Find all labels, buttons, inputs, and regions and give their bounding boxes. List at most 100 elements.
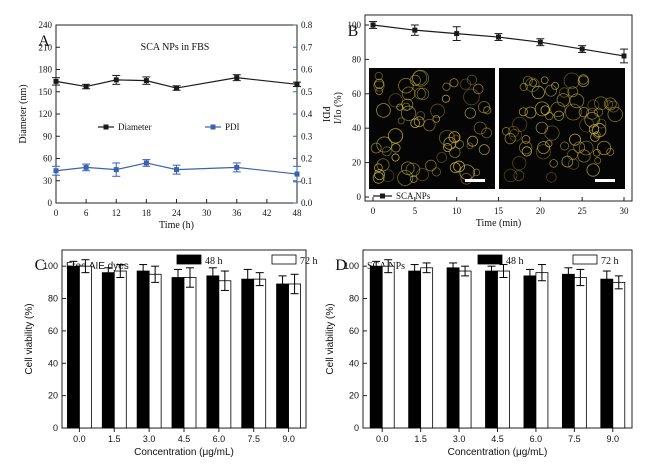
micrograph-cell bbox=[512, 116, 528, 132]
panel-c-xtick-label: 9.0 bbox=[282, 434, 295, 444]
panel-a-xtick-label: 6 bbox=[84, 208, 89, 218]
micrograph-cell bbox=[374, 71, 383, 81]
micrograph-cell bbox=[509, 128, 522, 142]
micrograph-cell bbox=[416, 168, 429, 182]
panel-b-point bbox=[496, 34, 501, 40]
panel-d-ytick-label: 40 bbox=[349, 358, 359, 368]
panel-b-xtick-label: 10 bbox=[452, 206, 462, 216]
micrograph-cell bbox=[396, 103, 404, 111]
panel-b-legend-label: SCA NPs bbox=[396, 191, 431, 201]
panel-b-letter: B bbox=[348, 23, 359, 40]
panel-d-bar-72h bbox=[573, 277, 587, 429]
micrograph-cell bbox=[449, 146, 461, 159]
micrograph-scale-bar bbox=[465, 179, 485, 182]
panel-c-ytick-label: 0 bbox=[53, 423, 58, 433]
micrograph-image-2 bbox=[499, 68, 625, 189]
panel-c-bar-48h bbox=[276, 283, 289, 429]
micrograph-cell bbox=[381, 169, 395, 183]
panel-c-ytick-label: 100 bbox=[43, 261, 58, 271]
micrograph-cell bbox=[579, 117, 595, 133]
panel-b-xlabel: Time (min) bbox=[476, 218, 521, 229]
panel-a-point bbox=[234, 75, 240, 81]
panel-b-ytick-label: 60 bbox=[352, 89, 362, 99]
panel-a-legend-label: Diameter bbox=[118, 122, 151, 132]
panel-c-ytick-label: 20 bbox=[48, 391, 58, 401]
panel-a-xtick-label: 30 bbox=[202, 208, 212, 218]
micrograph-cell bbox=[584, 112, 600, 128]
micrograph-scale-bar bbox=[595, 179, 615, 182]
panel-a-xtick-label: 12 bbox=[112, 208, 121, 218]
panel-a-xtick-label: 36 bbox=[232, 208, 242, 218]
panel-b-ylabel: I/Io (%) bbox=[333, 92, 344, 124]
panel-d-bar-48h bbox=[369, 265, 383, 429]
micrograph-cell bbox=[519, 141, 533, 155]
panel-d-xtick-label: 1.5 bbox=[414, 434, 427, 444]
micrograph-cell bbox=[460, 172, 473, 185]
micrograph-cell bbox=[376, 103, 391, 118]
micrograph-cell bbox=[504, 132, 516, 145]
micrograph-cell bbox=[453, 160, 465, 173]
panel-a-point bbox=[143, 160, 149, 166]
micrograph-cell bbox=[563, 72, 581, 89]
micrograph-cell bbox=[507, 125, 520, 138]
micrograph-cell bbox=[373, 80, 385, 92]
micrograph-cell bbox=[397, 117, 405, 125]
panel-d-bar-72h bbox=[381, 265, 395, 429]
panel-a-y2tick-label: 0.2 bbox=[301, 154, 312, 164]
micrograph-cell bbox=[374, 78, 385, 89]
micrograph-cell bbox=[397, 170, 414, 186]
panel-c-xtick-label: 6.0 bbox=[213, 434, 226, 444]
panel-a-ytick-label: 180 bbox=[39, 65, 53, 75]
micrograph-cell bbox=[540, 76, 549, 85]
micrograph-cell bbox=[503, 168, 518, 183]
panel-d-ylabel: Cell viability (%) bbox=[325, 303, 336, 374]
panel-c-ytick-label: 40 bbox=[48, 358, 58, 368]
panel-c-bar-72h bbox=[183, 277, 197, 429]
panel-d-letter: D bbox=[335, 257, 347, 274]
panel-a-ytick-label: 150 bbox=[39, 87, 53, 97]
panel-d-bar-48h bbox=[600, 278, 614, 429]
micrograph-cell bbox=[412, 70, 428, 86]
panel-a-ytick-label: 0 bbox=[48, 198, 53, 208]
panel-b-ytick-label: 100 bbox=[348, 20, 362, 30]
micrograph-cell bbox=[567, 158, 580, 170]
panel-c-bar-48h bbox=[101, 272, 115, 429]
panel-d-bar-72h bbox=[497, 270, 510, 429]
micrograph-cell bbox=[606, 147, 615, 156]
micrograph-cell bbox=[401, 98, 414, 111]
panel-d-bar-48h bbox=[561, 273, 575, 429]
micrograph-cell bbox=[513, 170, 525, 182]
panel-c-ylabel: Cell viability (%) bbox=[24, 303, 35, 374]
panel-a-ylabel: Diameter (nm) bbox=[18, 84, 29, 143]
micrograph-cell bbox=[454, 139, 464, 149]
panel-a-point bbox=[53, 78, 59, 84]
panel-d-bar-48h bbox=[523, 275, 537, 429]
panel-c-xtick-label: 3.0 bbox=[143, 434, 156, 444]
micrograph-cell bbox=[518, 107, 528, 117]
micrograph-cell bbox=[569, 133, 582, 146]
panel-a-xtick-label: 24 bbox=[172, 208, 182, 218]
panel-d-xtick-label: 3.0 bbox=[453, 434, 466, 444]
micrograph-cell bbox=[391, 153, 400, 162]
panel-d-legend-label: 48 h bbox=[506, 256, 524, 267]
micrograph-cell bbox=[483, 106, 492, 115]
panel-d-ytick-label: 60 bbox=[349, 326, 359, 336]
panel-d-legend-swatch bbox=[477, 254, 503, 265]
micrograph-cell bbox=[586, 163, 600, 177]
panel-c-bar-48h bbox=[67, 265, 80, 429]
panel-d-ytick-label: 100 bbox=[344, 261, 359, 271]
panel-b-ytick-label: 0 bbox=[357, 192, 362, 202]
micrograph-cell bbox=[521, 146, 532, 157]
micrograph-cell bbox=[531, 85, 545, 100]
micrograph-cell bbox=[372, 172, 385, 184]
micrograph-cell bbox=[592, 148, 601, 157]
micrograph-cell bbox=[535, 144, 551, 160]
panel-a-xtick-label: 48 bbox=[293, 208, 303, 218]
panel-a-y2tick-label: 0.7 bbox=[301, 42, 313, 52]
micrograph-cell bbox=[560, 141, 570, 151]
panel-c-bar-72h bbox=[288, 283, 301, 429]
panel-d-ytick-label: 0 bbox=[354, 423, 359, 433]
panel-b-point bbox=[370, 22, 376, 28]
panel-d-xlabel: Concentration (μg/mL) bbox=[448, 447, 548, 458]
